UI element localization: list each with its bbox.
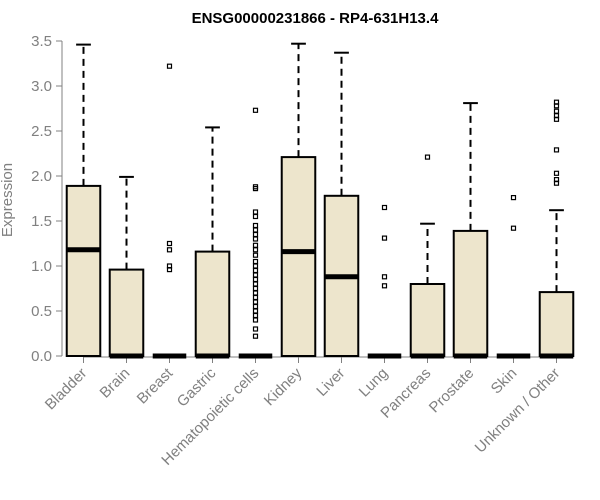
outlier-point	[252, 333, 259, 339]
outlier-point	[252, 107, 259, 113]
outlier-point	[553, 180, 560, 186]
outlier-point	[252, 236, 259, 242]
outlier-point	[381, 274, 388, 280]
outlier-point	[252, 258, 259, 265]
outlier-point	[166, 63, 173, 69]
outlier-point	[252, 222, 259, 229]
x-tick-label: Liver	[313, 365, 348, 400]
outlier-point	[252, 231, 259, 238]
y-tick-label: 1.0	[31, 258, 52, 275]
box-0	[65, 43, 102, 357]
outlier-point	[252, 290, 259, 296]
box-11	[538, 99, 575, 359]
outlier-point	[166, 267, 173, 273]
x-tick-label: Bladder	[42, 365, 91, 414]
x-tick-label: Kidney	[261, 364, 306, 409]
outlier-point	[252, 263, 259, 269]
outlier-point	[252, 285, 259, 292]
chart-title: ENSG00000231866 - RP4-631H13.4	[192, 10, 439, 27]
box-3	[194, 126, 231, 359]
box-body	[280, 156, 317, 357]
boxes-layer	[65, 42, 575, 359]
outlier-point	[381, 204, 388, 211]
y-tick-label: 0.0	[31, 348, 52, 365]
outlier-point	[381, 235, 388, 241]
x-tick-label: Prostate	[426, 365, 478, 417]
outlier-point	[252, 312, 259, 319]
box-body	[65, 184, 102, 357]
box-6	[323, 51, 360, 357]
outlier-point	[424, 154, 431, 160]
x-tick-label: Brain	[97, 365, 134, 402]
outlier-point	[510, 195, 517, 201]
outlier-point	[252, 308, 259, 314]
y-tick-label: 2.5	[31, 123, 52, 140]
box-9	[452, 102, 489, 359]
outlier-point	[252, 326, 259, 332]
outlier-point	[252, 294, 259, 301]
outlier-point	[252, 267, 259, 274]
y-tick-label: 3.0	[31, 78, 52, 95]
box-8	[409, 154, 446, 359]
box-1	[108, 175, 145, 359]
outlier-point	[553, 116, 560, 122]
outlier-point	[553, 147, 560, 153]
outlier-point	[381, 283, 388, 289]
x-tick-label: Skin	[488, 365, 521, 398]
box-body	[538, 291, 575, 358]
outlier-point	[553, 103, 560, 109]
outlier-point	[252, 276, 259, 283]
outlier-point	[252, 209, 259, 215]
outlier-point	[252, 299, 259, 305]
outlier-point	[252, 317, 259, 323]
outlier-point	[252, 303, 259, 310]
x-tick-label: Breast	[134, 364, 177, 407]
outlier-point	[252, 252, 259, 258]
box-4	[238, 107, 273, 359]
outlier-point	[510, 225, 517, 231]
y-axis-label: Expression	[0, 163, 16, 237]
box-2	[152, 63, 187, 359]
box-10	[496, 195, 531, 359]
outlier-point	[553, 108, 560, 114]
outlier-point	[166, 247, 173, 253]
box-7	[367, 204, 402, 359]
box-5	[280, 42, 317, 357]
box-body	[108, 268, 145, 358]
outlier-point	[252, 272, 259, 278]
box-body	[409, 283, 446, 357]
box-body	[452, 229, 489, 357]
y-tick-label: 1.5	[31, 213, 52, 230]
y-tick-label: 0.5	[31, 303, 52, 320]
y-tick-label: 2.0	[31, 168, 52, 185]
x-tick-label: Lung	[356, 365, 392, 401]
outlier-point	[252, 281, 259, 287]
outlier-point	[252, 213, 259, 220]
outlier-point	[252, 227, 259, 233]
y-tick-label: 3.5	[31, 33, 52, 50]
outlier-point	[553, 170, 560, 176]
box-body	[194, 250, 231, 358]
outlier-point	[252, 186, 259, 192]
outlier-point	[252, 242, 259, 248]
outlier-point	[252, 247, 259, 253]
outlier-point	[166, 240, 173, 247]
